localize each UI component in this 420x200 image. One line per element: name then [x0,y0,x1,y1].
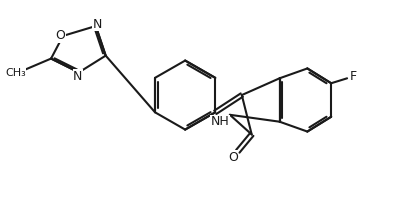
Text: NH: NH [210,115,229,128]
Text: F: F [349,70,357,83]
Text: O: O [228,151,238,164]
Text: N: N [93,18,102,31]
Text: CH₃: CH₃ [5,68,26,78]
Text: O: O [55,29,65,42]
Text: N: N [73,70,83,83]
